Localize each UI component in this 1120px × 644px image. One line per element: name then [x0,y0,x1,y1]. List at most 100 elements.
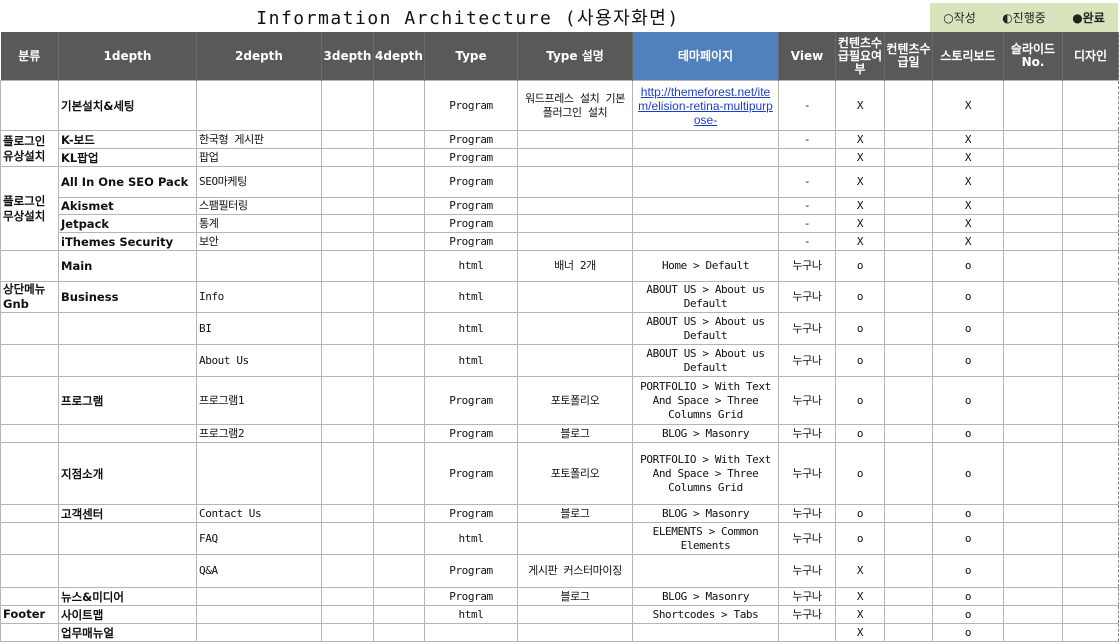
cell-type-desc[interactable]: 워드프레스 설치 기본 플러그인 설치 [517,80,633,131]
cell-type[interactable]: Program [424,424,518,443]
cell-storyboard[interactable]: X [932,80,1004,131]
cell-storyboard[interactable]: o [932,281,1004,313]
cell-view[interactable]: - [778,214,836,233]
cell-category[interactable]: Footer [0,605,59,624]
cell-storyboard[interactable]: o [932,376,1004,425]
cell-slide-no[interactable] [1003,424,1063,443]
cell-content-needed[interactable]: o [835,442,885,505]
cell-storyboard[interactable]: o [932,504,1004,523]
cell-view[interactable]: 누구나 [778,250,836,282]
cell-type[interactable] [424,623,518,642]
cell-content-date[interactable] [884,554,933,588]
cell-design[interactable] [1062,312,1119,345]
cell-depth3[interactable] [321,281,374,313]
cell-type-desc[interactable]: 블로그 [517,424,633,443]
cell-content-needed[interactable]: o [835,281,885,313]
cell-slide-no[interactable] [1003,522,1063,555]
cell-category[interactable]: 플로그인 유상설치 [0,130,59,167]
cell-depth1[interactable] [58,344,197,377]
cell-depth4[interactable] [373,80,425,131]
cell-slide-no[interactable] [1003,442,1063,505]
cell-depth1[interactable]: All In One SEO Pack [58,166,197,198]
cell-theme-page[interactable]: BLOG > Masonry [632,587,779,606]
cell-slide-no[interactable] [1003,312,1063,345]
cell-depth4[interactable] [373,197,425,215]
cell-category[interactable] [0,522,59,555]
cell-view[interactable]: 누구나 [778,376,836,425]
cell-content-needed[interactable]: X [835,197,885,215]
cell-slide-no[interactable] [1003,376,1063,425]
cell-type-desc[interactable] [517,605,633,624]
cell-slide-no[interactable] [1003,166,1063,198]
cell-depth3[interactable] [321,197,374,215]
column-header-content-needed[interactable]: 컨텐츠수급필요여부 [835,32,885,81]
cell-content-needed[interactable]: o [835,504,885,523]
cell-type[interactable]: Program [424,504,518,523]
cell-theme-page[interactable]: Shortcodes > Tabs [632,605,779,624]
cell-depth2[interactable]: 보안 [196,232,322,251]
cell-depth4[interactable] [373,376,425,425]
cell-theme-page[interactable]: ABOUT US > About us Default [632,312,779,345]
cell-depth2[interactable]: BI [196,312,322,345]
cell-slide-no[interactable] [1003,504,1063,523]
cell-theme-page[interactable] [632,214,779,233]
cell-depth1[interactable]: 프로그램 [58,376,197,425]
column-header-view[interactable]: View [778,32,836,81]
cell-content-needed[interactable]: X [835,554,885,588]
cell-type[interactable]: Program [424,80,518,131]
cell-design[interactable] [1062,587,1119,606]
cell-storyboard[interactable]: o [932,587,1004,606]
cell-depth4[interactable] [373,344,425,377]
cell-type-desc[interactable]: 포토폴리오 [517,376,633,425]
column-header-slide-no[interactable]: 슬라이드No. [1003,32,1063,81]
cell-type-desc[interactable] [517,130,633,149]
cell-depth2[interactable] [196,442,322,505]
cell-storyboard[interactable]: X [932,214,1004,233]
cell-content-needed[interactable]: X [835,214,885,233]
cell-type-desc[interactable] [517,148,633,167]
cell-content-needed[interactable]: o [835,424,885,443]
cell-type-desc[interactable] [517,312,633,345]
cell-content-date[interactable] [884,250,933,282]
cell-storyboard[interactable]: o [932,554,1004,588]
cell-theme-page[interactable] [632,166,779,198]
cell-content-needed[interactable]: X [835,605,885,624]
cell-depth4[interactable] [373,522,425,555]
cell-content-needed[interactable]: o [835,250,885,282]
cell-type-desc[interactable] [517,197,633,215]
cell-depth2[interactable]: SEO마케팅 [196,166,322,198]
cell-design[interactable] [1062,197,1119,215]
cell-type[interactable]: Program [424,130,518,149]
cell-content-date[interactable] [884,442,933,505]
cell-content-date[interactable] [884,376,933,425]
cell-slide-no[interactable] [1003,344,1063,377]
cell-content-date[interactable] [884,312,933,345]
cell-view[interactable]: 누구나 [778,522,836,555]
cell-design[interactable] [1062,148,1119,167]
cell-view[interactable]: - [778,130,836,149]
cell-theme-page[interactable] [632,130,779,149]
cell-slide-no[interactable] [1003,197,1063,215]
cell-type-desc[interactable]: 배너 2개 [517,250,633,282]
cell-depth3[interactable] [321,554,374,588]
cell-view[interactable]: - [778,197,836,215]
cell-category[interactable] [0,80,59,131]
cell-type-desc[interactable] [517,166,633,198]
cell-theme-page[interactable]: PORTFOLIO > With Text And Space > Three … [632,442,779,505]
cell-content-date[interactable] [884,623,933,642]
cell-view[interactable]: - [778,166,836,198]
cell-depth2[interactable]: FAQ [196,522,322,555]
cell-depth3[interactable] [321,232,374,251]
cell-design[interactable] [1062,281,1119,313]
cell-content-date[interactable] [884,197,933,215]
cell-design[interactable] [1062,232,1119,251]
cell-storyboard[interactable]: o [932,250,1004,282]
cell-type[interactable]: html [424,281,518,313]
cell-content-needed[interactable]: o [835,312,885,345]
cell-depth4[interactable] [373,166,425,198]
cell-depth3[interactable] [321,148,374,167]
cell-design[interactable] [1062,605,1119,624]
cell-view[interactable]: 누구나 [778,442,836,505]
cell-content-date[interactable] [884,522,933,555]
cell-depth3[interactable] [321,424,374,443]
